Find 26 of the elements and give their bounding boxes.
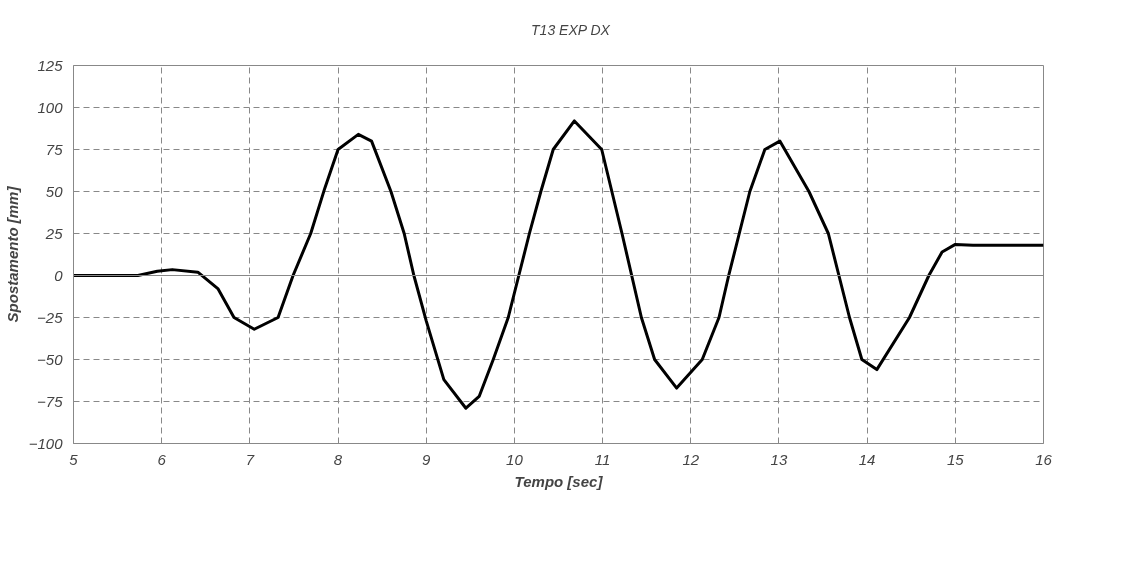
y-tick-label: −75 bbox=[37, 392, 64, 410]
y-tick-label: 75 bbox=[45, 140, 64, 158]
y-tick-label: −25 bbox=[37, 308, 64, 326]
x-tick-label: 13 bbox=[770, 450, 788, 468]
x-tick-label: 7 bbox=[245, 450, 255, 468]
y-tick-label: 100 bbox=[37, 98, 64, 116]
x-tick-label: 14 bbox=[858, 450, 876, 468]
x-axis-title: Tempo [sec] bbox=[514, 472, 604, 490]
x-tick-label: 16 bbox=[1035, 450, 1053, 468]
y-tick-label: 25 bbox=[44, 224, 64, 242]
y-axis-title: Spostamento [mm] bbox=[3, 185, 21, 323]
line-series bbox=[73, 119, 1044, 410]
x-tick-label: 15 bbox=[946, 450, 965, 468]
y-tick-label: 0 bbox=[54, 266, 64, 284]
y-tick-label: −100 bbox=[28, 434, 64, 452]
x-tick-label: 8 bbox=[333, 450, 343, 468]
x-tick-label: 6 bbox=[157, 450, 167, 468]
y-tick-label: −50 bbox=[37, 350, 64, 368]
text: T13 EXP DX bbox=[531, 22, 610, 38]
x-tick-label: 10 bbox=[506, 450, 524, 468]
x-tick-label: 9 bbox=[422, 450, 432, 468]
x-tick-label: 5 bbox=[69, 450, 79, 468]
x-tick-label: 11 bbox=[594, 450, 611, 468]
y-tick-label: 50 bbox=[45, 182, 64, 200]
y-tick-label: 125 bbox=[37, 56, 64, 74]
x-tick-label: 12 bbox=[682, 450, 700, 468]
